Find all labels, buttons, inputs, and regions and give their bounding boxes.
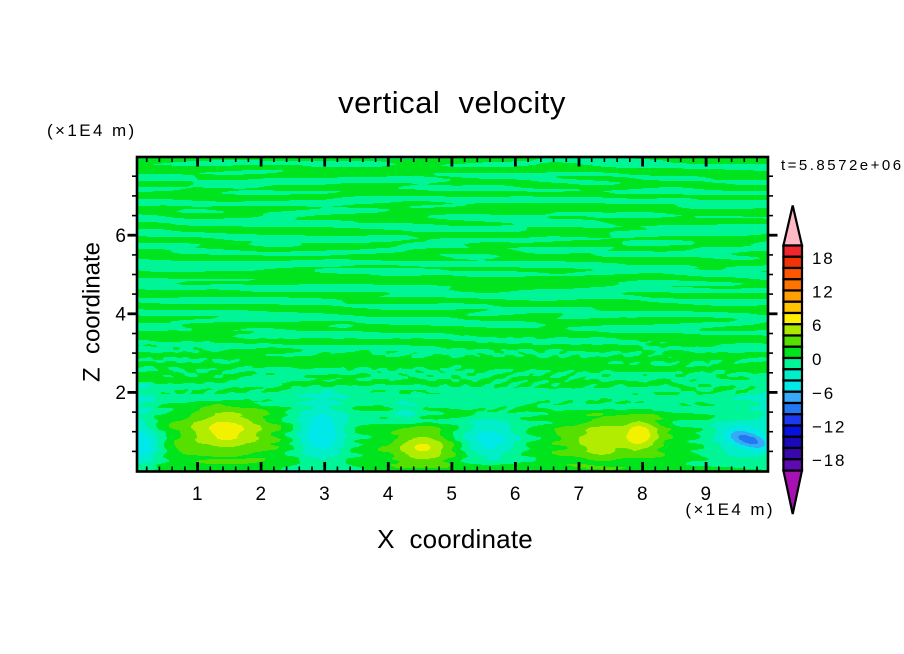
- svg-text:2: 2: [256, 484, 267, 505]
- svg-text:2: 2: [115, 383, 126, 404]
- svg-text:0: 0: [812, 350, 823, 369]
- svg-text:8: 8: [637, 484, 648, 505]
- svg-text:4: 4: [115, 304, 126, 325]
- svg-text:3: 3: [319, 484, 330, 505]
- svg-text:7: 7: [573, 484, 584, 505]
- svg-text:(×1E4 m): (×1E4 m): [685, 500, 775, 519]
- svg-text:12: 12: [812, 283, 835, 302]
- svg-text:Z coordinate: Z coordinate: [79, 242, 106, 382]
- svg-text:6: 6: [812, 316, 823, 335]
- svg-text:−12: −12: [812, 418, 846, 437]
- svg-text:18: 18: [812, 249, 835, 268]
- svg-text:(×1E4 m): (×1E4 m): [47, 121, 137, 140]
- svg-text:−6: −6: [812, 384, 835, 403]
- svg-text:1: 1: [192, 484, 203, 505]
- svg-text:5: 5: [446, 484, 457, 505]
- svg-text:vertical velocity: vertical velocity: [338, 85, 566, 120]
- svg-text:9: 9: [701, 484, 712, 505]
- svg-text:6: 6: [510, 484, 521, 505]
- svg-text:t=5.8572e+06: t=5.8572e+06: [781, 157, 904, 174]
- svg-text:4: 4: [383, 484, 394, 505]
- svg-text:6: 6: [115, 226, 126, 247]
- svg-text:−18: −18: [812, 451, 846, 470]
- svg-text:X coordinate: X coordinate: [377, 524, 533, 554]
